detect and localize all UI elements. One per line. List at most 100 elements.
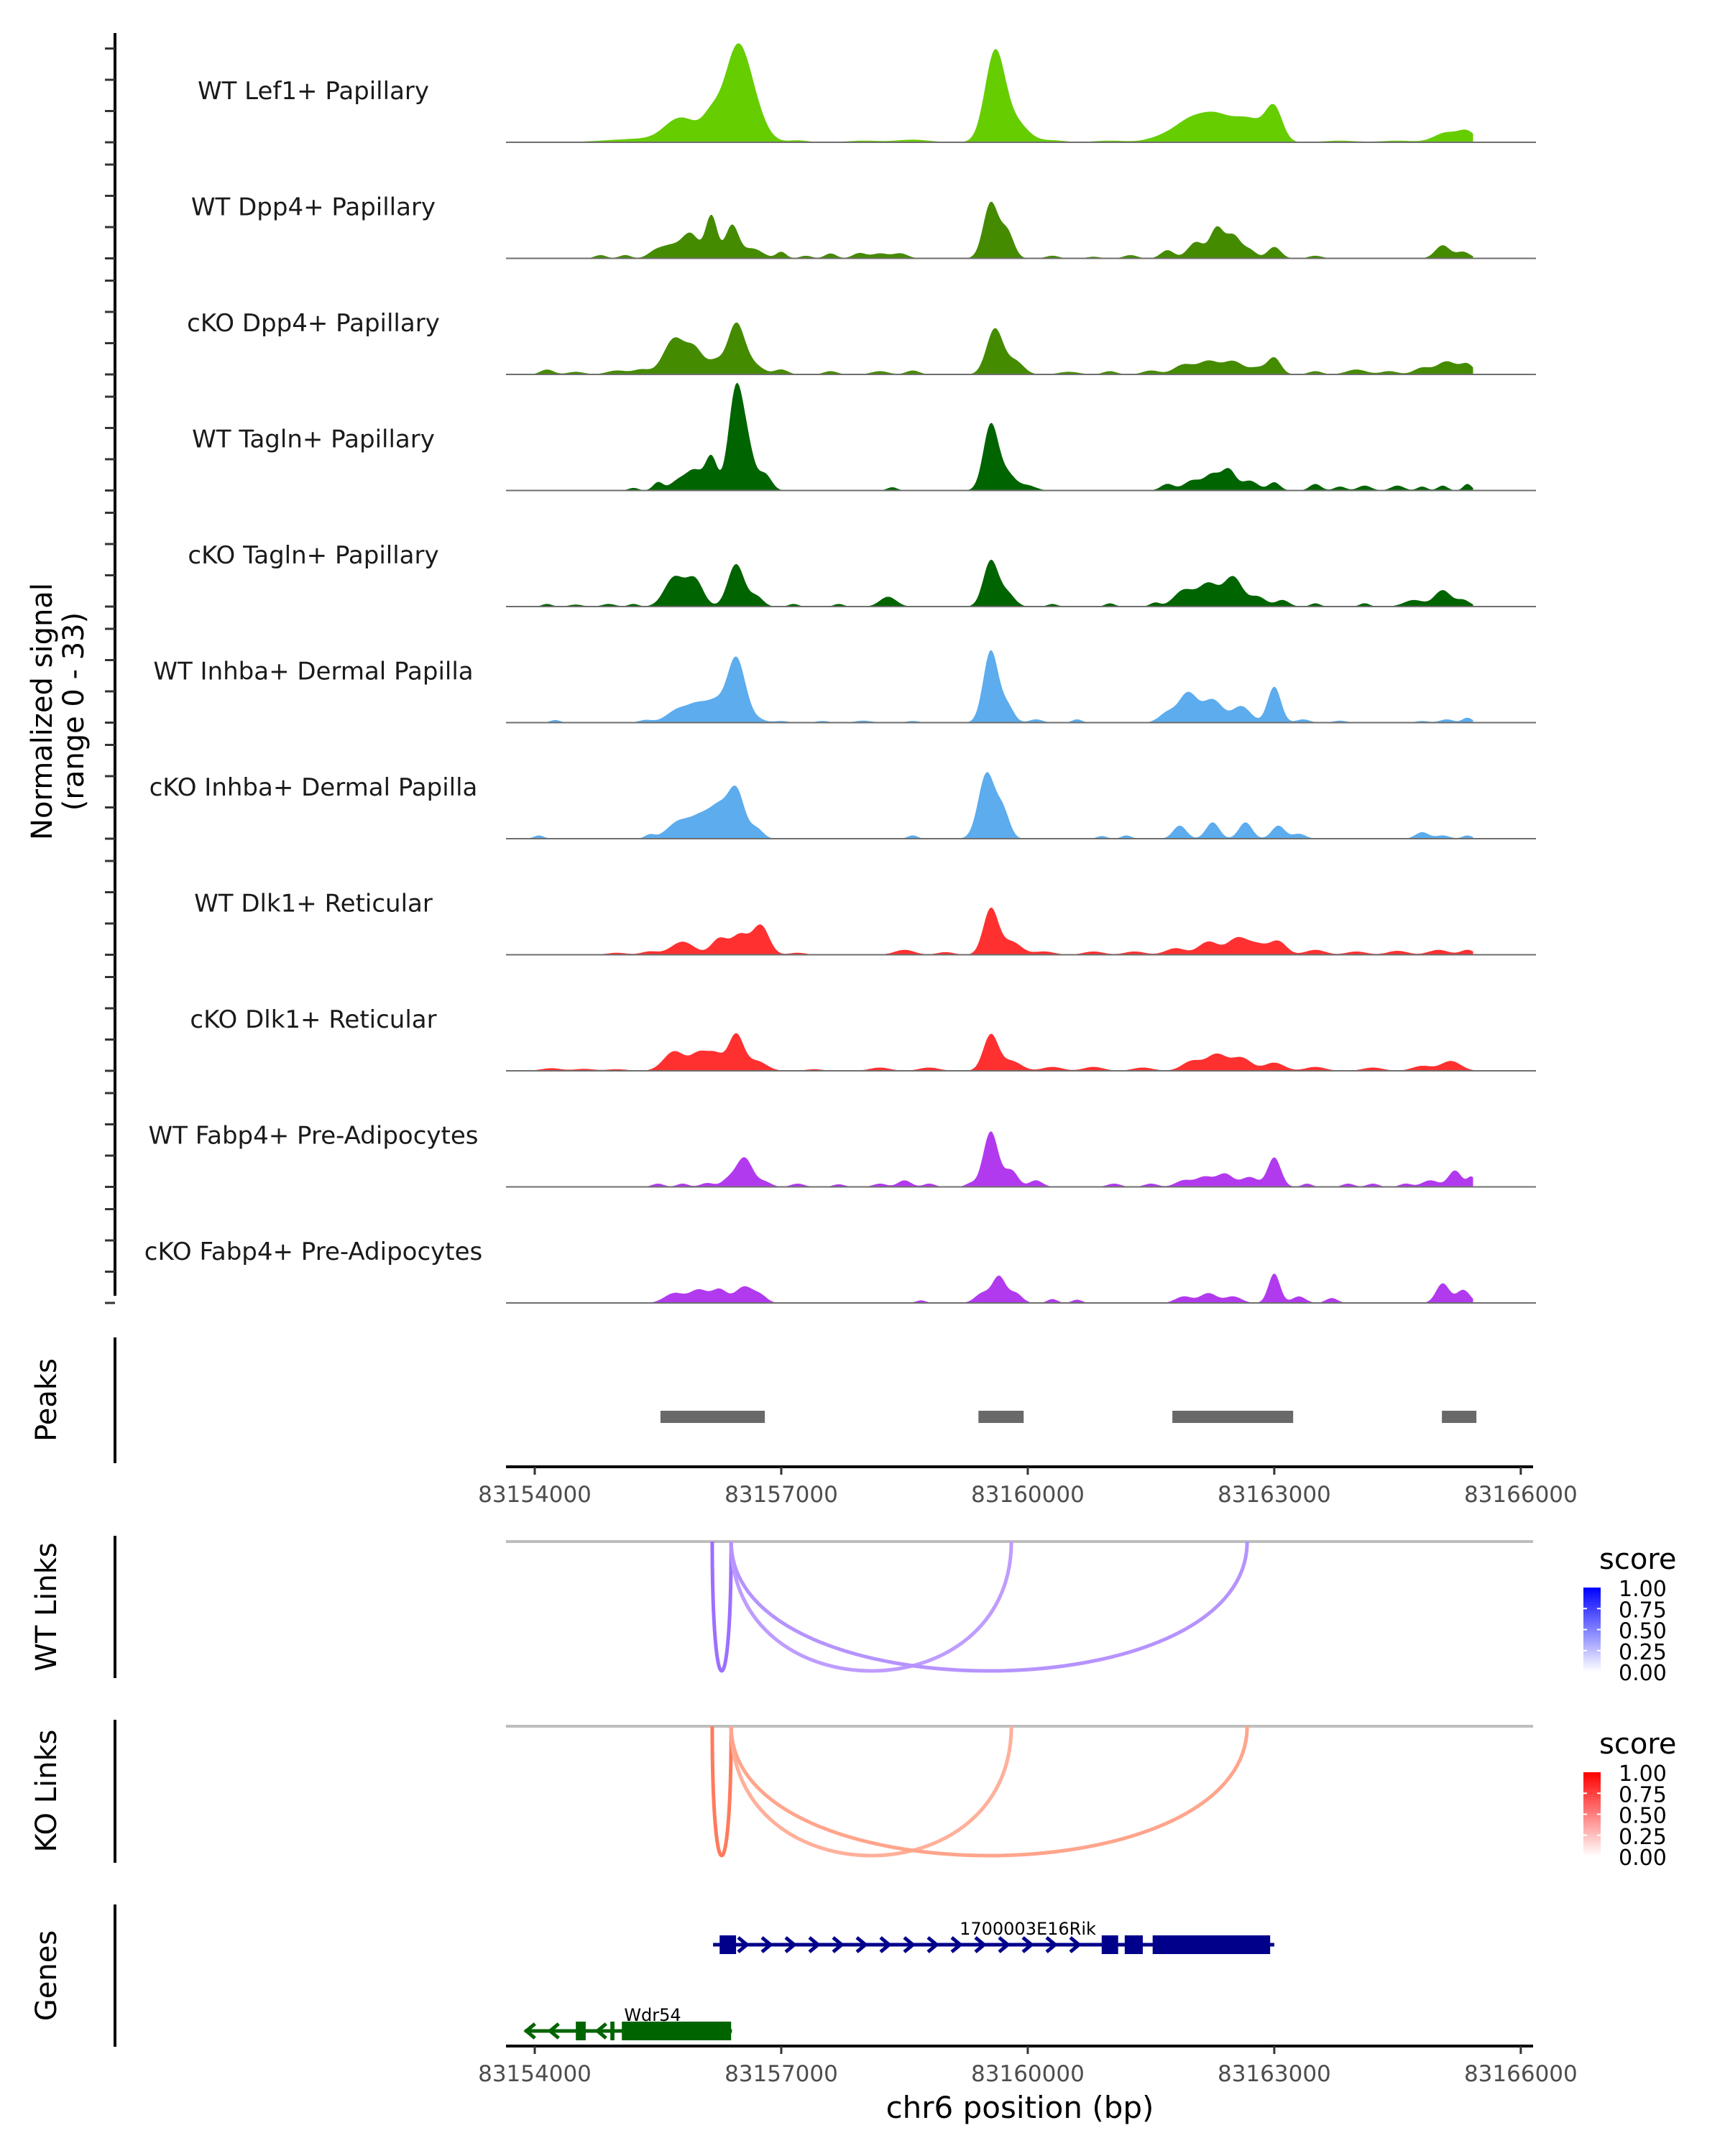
coverage-track: cKO Dpp4+ Papillary bbox=[187, 309, 1536, 375]
legend-tick-label: 1.00 bbox=[1619, 1577, 1667, 1602]
strand-arrow bbox=[903, 1936, 916, 1953]
strand-arrow bbox=[547, 2022, 560, 2040]
track-label: cKO Tagln+ Papillary bbox=[188, 541, 438, 570]
peak-region bbox=[660, 1411, 765, 1423]
peaks-x-axis: 83154000 83157000 83160000 83163000 83166000 bbox=[478, 1465, 1578, 1508]
coverage-area bbox=[506, 382, 1473, 491]
gene-exon bbox=[1152, 1935, 1271, 1954]
legend-tick-label: 0.50 bbox=[1619, 1619, 1667, 1644]
track-label: cKO Dlk1+ Reticular bbox=[190, 1005, 436, 1034]
coverage-area bbox=[506, 907, 1473, 955]
legend-tick-label: 0.50 bbox=[1619, 1804, 1667, 1829]
track-label: WT Tagln+ Papillary bbox=[192, 425, 435, 454]
strand-arrow bbox=[998, 1936, 1011, 1953]
link-arc bbox=[729, 1726, 1249, 1858]
coverage-area bbox=[506, 201, 1473, 259]
x-axis-title: chr6 position (bp) bbox=[886, 2090, 1154, 2125]
legend-tick-label: 1.00 bbox=[1619, 1761, 1667, 1787]
x-tick-label: 83163000 bbox=[1218, 1482, 1331, 1508]
link-arc bbox=[710, 1541, 733, 1673]
legend-tick-label: 0.75 bbox=[1619, 1598, 1667, 1623]
legend-tick-label: 0.25 bbox=[1619, 1825, 1667, 1850]
coverage-track: cKO Dlk1+ Reticular bbox=[190, 1005, 1536, 1072]
strand-arrow bbox=[879, 1936, 892, 1953]
x-tick-label: 83166000 bbox=[1464, 1482, 1578, 1508]
peaks-marks bbox=[660, 1411, 1477, 1423]
wt-links-legend: score 1.000.750.500.250.00 bbox=[1583, 1543, 1676, 1686]
coverage-track: WT Lef1+ Papillary bbox=[198, 43, 1536, 143]
y-axis-title-line1: Normalized signal bbox=[26, 583, 59, 840]
wt-links-track: WT Links bbox=[30, 1536, 1533, 1678]
legend-tick-label: 0.00 bbox=[1619, 1661, 1667, 1686]
x-tick-label: 83154000 bbox=[478, 2061, 592, 2087]
coverage-area bbox=[506, 650, 1473, 723]
gene-exon bbox=[1101, 1935, 1118, 1954]
track-label: cKO Inhba+ Dermal Papilla bbox=[150, 773, 478, 802]
link-arc bbox=[729, 1541, 1249, 1673]
x-tick-label: 83166000 bbox=[1464, 2061, 1578, 2087]
coverage-track: WT Inhba+ Dermal Papilla bbox=[153, 650, 1536, 724]
link-arc bbox=[729, 1726, 1013, 1858]
gene-exon bbox=[576, 2022, 586, 2040]
strand-arrow bbox=[855, 1936, 868, 1953]
coverage-y-axis-title: Normalized signal (range 0 - 33) bbox=[26, 583, 91, 840]
wt-links-title: WT Links bbox=[30, 1542, 63, 1671]
coverage-y-axis-ticks bbox=[105, 47, 115, 1304]
coverage-area bbox=[506, 322, 1473, 374]
strand-arrow bbox=[594, 2022, 607, 2040]
gene-model: 1700003E16Rik bbox=[713, 1919, 1274, 1954]
coverage-area bbox=[506, 1273, 1473, 1303]
x-tick-label: 83154000 bbox=[478, 1482, 592, 1508]
strand-arrow bbox=[1021, 1936, 1034, 1953]
genes-track-title: Genes bbox=[30, 1930, 63, 2021]
coverage-tracks: WT Lef1+ Papillary WT Dpp4+ Papillary cKO … bbox=[144, 43, 1536, 1304]
coverage-area bbox=[506, 1033, 1473, 1071]
legend-tick-label: 0.00 bbox=[1619, 1846, 1667, 1871]
track-label: WT Fabp4+ Pre-Adipocytes bbox=[149, 1122, 479, 1151]
legend-tick-label: 0.25 bbox=[1619, 1640, 1667, 1665]
coverage-track: WT Fabp4+ Pre-Adipocytes bbox=[149, 1122, 1536, 1188]
strand-arrow bbox=[808, 1936, 821, 1953]
coverage-track: cKO Tagln+ Papillary bbox=[188, 541, 1536, 607]
strand-arrow bbox=[760, 1936, 773, 1953]
track-label: WT Lef1+ Papillary bbox=[198, 77, 429, 106]
y-axis-title-line2: (range 0 - 33) bbox=[58, 612, 91, 811]
strand-arrow bbox=[926, 1936, 939, 1953]
strand-arrow bbox=[832, 1936, 845, 1953]
strand-arrow bbox=[523, 2022, 536, 2040]
strand-arrow bbox=[974, 1936, 987, 1953]
coverage-area bbox=[506, 772, 1473, 839]
peak-region bbox=[1172, 1411, 1294, 1423]
ko-links-title: KO Links bbox=[30, 1730, 63, 1853]
legend-tick-label: 0.75 bbox=[1619, 1782, 1667, 1807]
genes-track: Genes 1700003E16Rik Wdr54 bbox=[30, 1904, 1274, 2047]
coverage-track: WT Dlk1+ Reticular bbox=[194, 890, 1536, 956]
link-arc bbox=[710, 1726, 733, 1858]
ko-legend-title: score bbox=[1599, 1728, 1676, 1761]
gene-exon bbox=[622, 2022, 732, 2040]
gene-exon bbox=[610, 2022, 615, 2040]
peak-region bbox=[1442, 1411, 1477, 1423]
coverage-area bbox=[506, 559, 1473, 607]
gene-label: Wdr54 bbox=[624, 2005, 681, 2025]
coverage-area bbox=[506, 43, 1473, 142]
peaks-track: Peaks bbox=[30, 1337, 1477, 1463]
strand-arrow bbox=[737, 1936, 750, 1953]
ko-links-legend: score 1.000.750.500.250.00 bbox=[1583, 1728, 1676, 1871]
x-tick-label: 83163000 bbox=[1218, 2061, 1331, 2087]
strand-arrow bbox=[1069, 1936, 1082, 1953]
peaks-track-title: Peaks bbox=[30, 1358, 63, 1442]
wt-legend-title: score bbox=[1599, 1543, 1676, 1576]
strand-arrow bbox=[950, 1936, 963, 1953]
track-label: WT Inhba+ Dermal Papilla bbox=[153, 658, 473, 686]
coverage-area bbox=[506, 1131, 1473, 1187]
genes-x-axis: 83154000 83157000 83160000 83163000 83166000 bbox=[478, 2045, 1578, 2087]
coverage-track: WT Dpp4+ Papillary bbox=[191, 193, 1536, 259]
ko-links-track: KO Links bbox=[30, 1720, 1533, 1863]
coverage-track: WT Tagln+ Papillary bbox=[192, 382, 1536, 492]
gene-model: Wdr54 bbox=[523, 2005, 732, 2040]
gene-exon bbox=[1124, 1935, 1143, 1954]
link-arc bbox=[729, 1541, 1013, 1673]
coverage-track: cKO Fabp4+ Pre-Adipocytes bbox=[144, 1238, 1536, 1304]
